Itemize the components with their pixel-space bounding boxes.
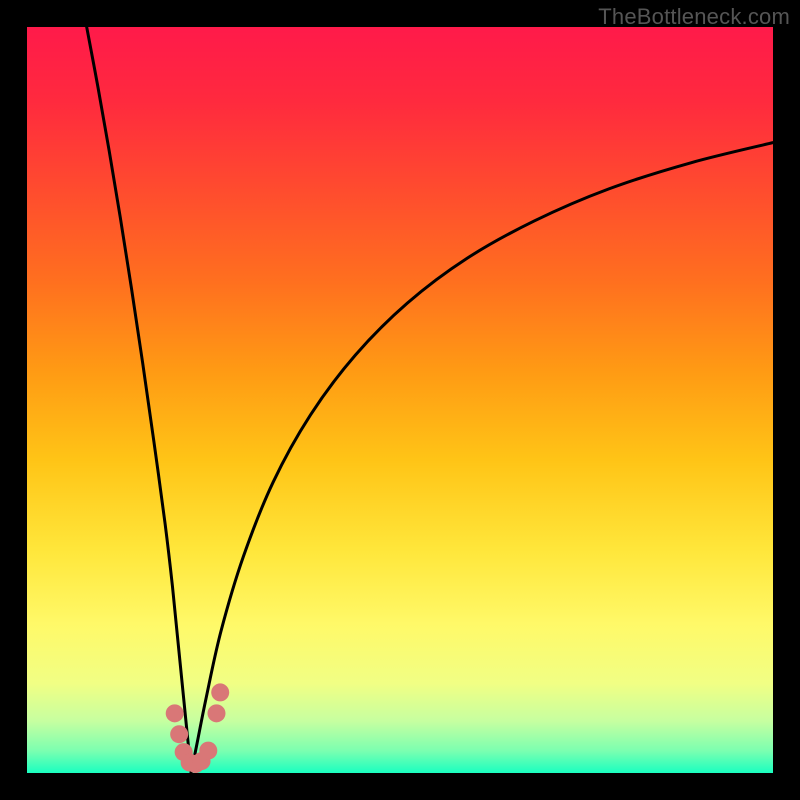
marker-point — [166, 704, 184, 722]
marker-point — [207, 704, 225, 722]
watermark-text: TheBottleneck.com — [598, 4, 790, 30]
chart-svg — [0, 0, 800, 800]
chart-root: TheBottleneck.com — [0, 0, 800, 800]
marker-point — [199, 742, 217, 760]
marker-point — [170, 725, 188, 743]
plot-bg — [27, 27, 773, 773]
marker-point — [211, 683, 229, 701]
